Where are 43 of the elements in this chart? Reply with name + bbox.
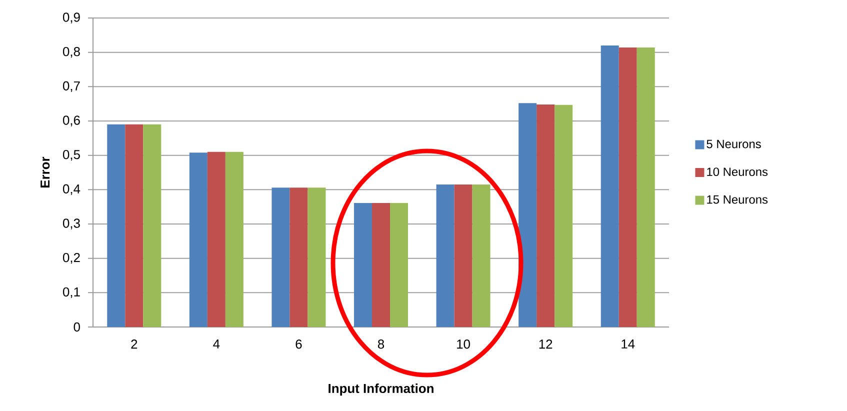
bar xyxy=(207,152,226,327)
bar xyxy=(390,203,408,327)
x-tick-label: 8 xyxy=(378,340,384,349)
x-tick-label: 10 xyxy=(457,340,470,349)
bar xyxy=(125,124,144,327)
bar xyxy=(554,104,573,327)
bar xyxy=(308,188,326,327)
legend-label: 10 Neurons xyxy=(707,168,768,176)
y-tick-label: 0 xyxy=(74,322,80,332)
x-tick-label: 4 xyxy=(213,340,220,348)
x-axis-title: Input Information xyxy=(328,384,434,396)
bar xyxy=(436,184,454,327)
bar xyxy=(472,184,490,327)
bar xyxy=(454,184,472,327)
bar xyxy=(354,203,372,327)
y-tick-label: 0,9 xyxy=(62,12,80,24)
bar xyxy=(600,45,619,327)
y-axis-title: Error xyxy=(40,156,50,188)
y-tick-label: 0,1 xyxy=(62,287,80,298)
bar xyxy=(636,48,655,327)
bar xyxy=(225,152,244,327)
bar xyxy=(272,188,290,327)
x-tick-label: 12 xyxy=(539,340,552,349)
y-tick-label: 0,5 xyxy=(62,150,80,161)
legend-label: 15 Neurons xyxy=(707,195,768,204)
x-tick-label: 6 xyxy=(296,340,302,349)
bar xyxy=(189,152,208,327)
legend-label: 5 Neurons xyxy=(706,140,761,148)
bar xyxy=(518,103,537,327)
x-tick-label: 14 xyxy=(622,340,635,348)
bar xyxy=(618,48,637,327)
y-tick-label: 0,6 xyxy=(62,116,80,126)
bar xyxy=(107,124,126,327)
bar xyxy=(143,124,162,327)
bar xyxy=(290,188,308,327)
y-tick-label: 0,4 xyxy=(62,184,80,196)
bar xyxy=(536,104,555,327)
y-tick-label: 0,3 xyxy=(62,218,80,230)
bar xyxy=(372,203,390,327)
y-tick-label: 0,7 xyxy=(62,81,80,92)
y-tick-label: 0,2 xyxy=(62,252,80,264)
x-tick-label: 2 xyxy=(131,340,138,349)
y-tick-label: 0,8 xyxy=(62,46,80,58)
